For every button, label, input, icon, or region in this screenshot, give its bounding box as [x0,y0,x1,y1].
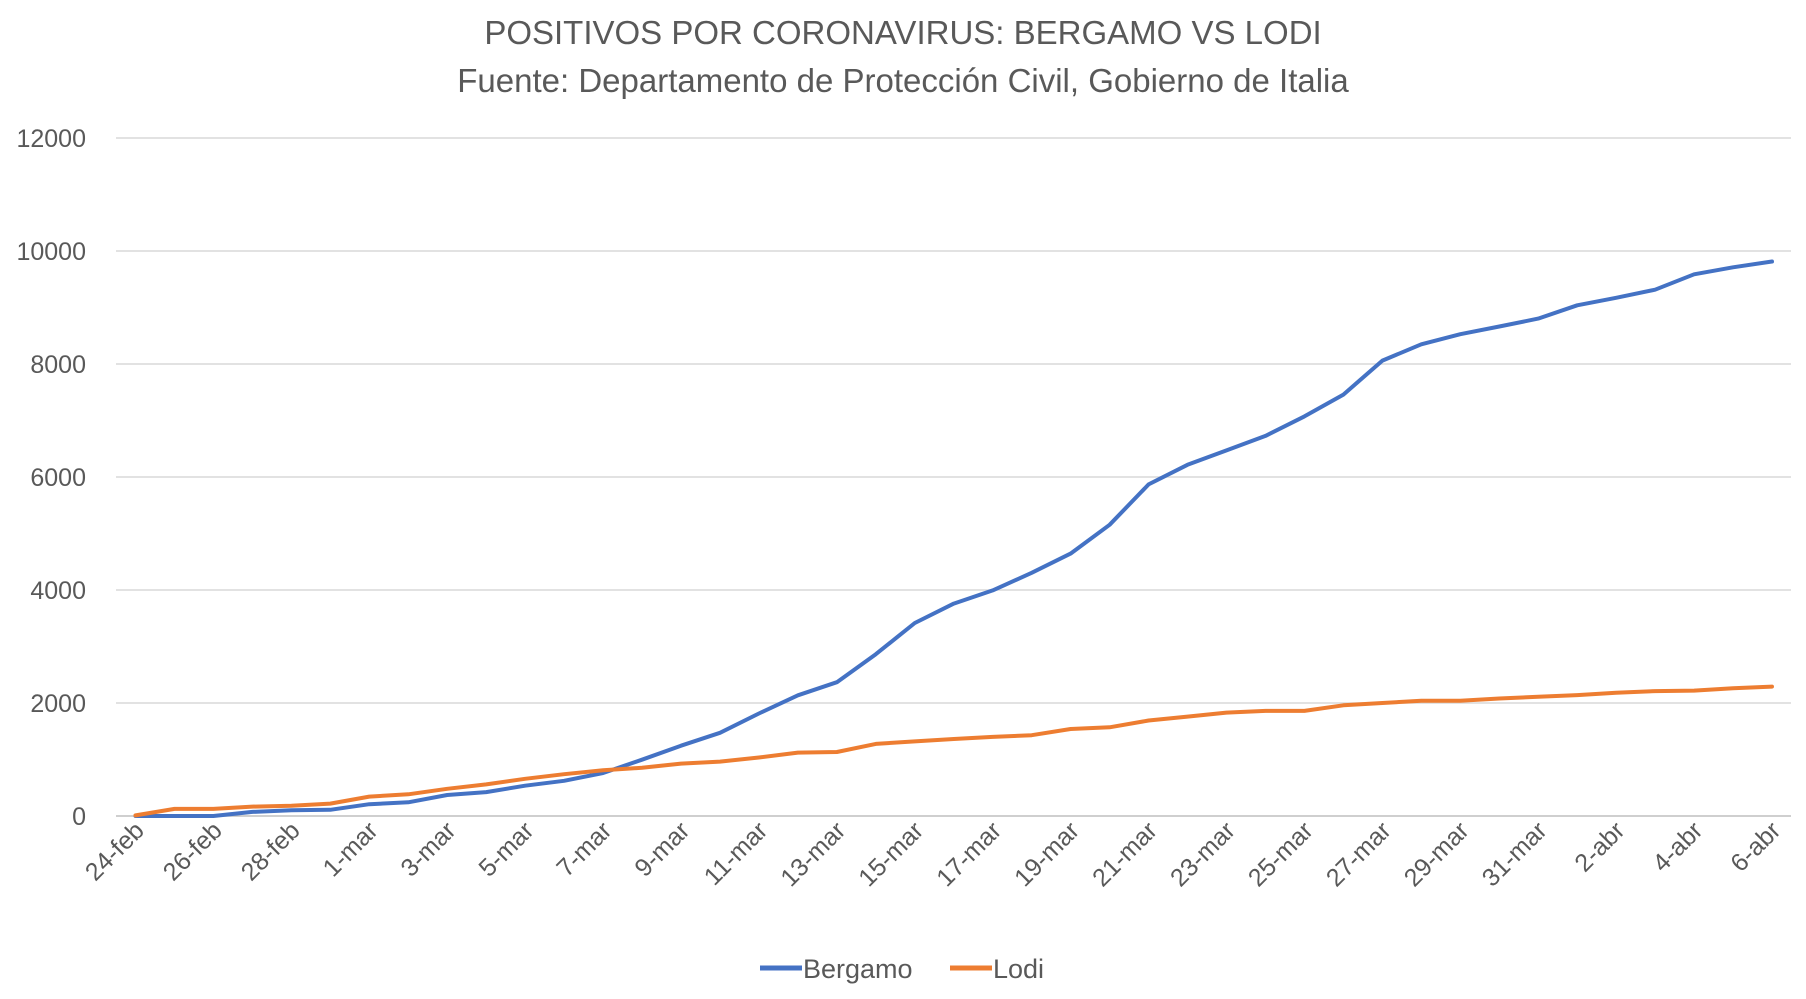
x-tick-label: 21-mar [1087,816,1163,892]
series-line-lodi [133,684,1774,818]
x-tick-label: 26-feb [158,816,228,886]
y-tick-label: 12000 [16,125,86,153]
x-tick-label: 9-mar [629,816,695,882]
chart-subtitle: Fuente: Departamento de Protección Civil… [457,62,1349,99]
x-tick-label: 17-mar [931,816,1007,892]
chart-title: POSITIVOS POR CORONAVIRUS: BERGAMO VS LO… [484,14,1321,51]
x-tick-label: 25-mar [1243,816,1319,892]
x-tick-label: 11-mar [699,816,773,890]
x-tick-label: 15-mar [853,816,929,892]
x-tick-label: 27-mar [1321,816,1397,892]
x-tick-label: 2-abr [1569,816,1630,877]
y-tick-label: 6000 [30,464,86,492]
x-tick-label: 6-abr [1725,816,1786,877]
y-tick-label: 2000 [30,690,86,718]
x-tick-label: 23-mar [1165,816,1241,892]
x-tick-label: 28-feb [236,816,306,886]
series-line-bergamo [133,259,1774,818]
legend-label: Bergamo [803,954,913,984]
y-tick-label: 10000 [16,238,86,266]
x-tick-label: 24-feb [80,816,150,886]
legend-item-bergamo: Bergamo [760,954,913,984]
x-tick-label: 3-mar [395,816,461,882]
x-tick-label: 4-abr [1647,816,1708,877]
x-tick-label: 5-mar [473,816,539,882]
x-tick-label: 31-mar [1477,816,1553,892]
x-tick-label: 29-mar [1399,816,1475,892]
y-tick-label: 4000 [30,577,86,605]
x-tick-label: 1-mar [318,816,384,882]
x-tick-label: 7-mar [551,816,617,882]
legend-label: Lodi [993,954,1044,984]
legend-item-lodi: Lodi [950,954,1044,984]
y-tick-label: 0 [72,803,86,831]
x-tick-label: 19-mar [1009,816,1085,892]
x-tick-label: 13-mar [775,816,851,892]
y-tick-label: 8000 [30,351,86,379]
